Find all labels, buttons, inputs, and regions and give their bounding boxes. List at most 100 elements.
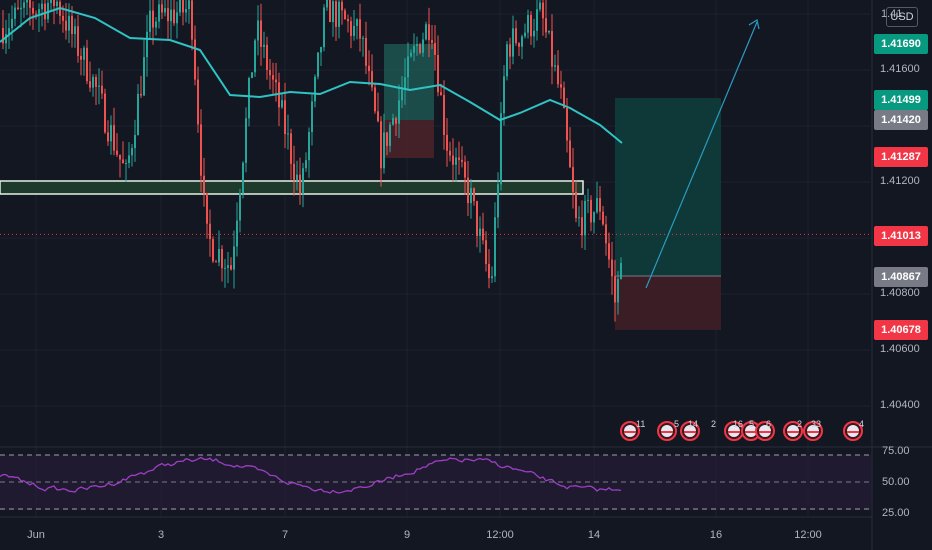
candle-body <box>191 0 193 40</box>
candle-body <box>530 15 532 37</box>
candle-body <box>200 124 202 176</box>
level-price-tag: 1.41420 <box>874 110 928 130</box>
candle-body <box>44 3 46 20</box>
take-profit-price-tag: 1.41690 <box>874 34 928 54</box>
uk-flag-event-icon[interactable] <box>755 421 775 441</box>
candle-body <box>119 154 121 160</box>
candle-body <box>494 217 496 277</box>
price-tick: 1.40800 <box>880 287 920 299</box>
candle-body <box>143 57 145 96</box>
candle-body <box>500 113 502 185</box>
projection-arrow-head <box>748 19 760 30</box>
candle-body <box>170 9 172 22</box>
candle-body <box>353 25 355 36</box>
candle-body <box>221 249 223 269</box>
candle-body <box>395 118 397 124</box>
uk-flag-event-icon[interactable] <box>724 421 744 441</box>
candle-body <box>254 40 256 73</box>
candle-body <box>332 1 334 22</box>
order-block-bull <box>384 44 434 120</box>
candle-body <box>155 21 157 28</box>
candle-body <box>80 55 82 60</box>
candle-body <box>380 121 382 169</box>
candle-body <box>377 111 379 122</box>
entry-price-tag: 1.40867 <box>874 267 928 287</box>
candle-body <box>53 0 55 7</box>
candle-body <box>314 76 316 102</box>
candle-body <box>125 162 127 164</box>
candle-body <box>554 65 556 67</box>
event-count: 4 <box>859 419 865 429</box>
candle-body <box>41 3 43 10</box>
candle-body <box>26 0 28 3</box>
candle-body <box>491 276 493 279</box>
candle-body <box>305 160 307 169</box>
candle-body <box>89 81 91 88</box>
candle-body <box>452 155 454 165</box>
candle-body <box>410 52 412 57</box>
rsi-line <box>0 456 622 494</box>
candle-body <box>611 259 613 277</box>
candle-body <box>209 223 211 240</box>
candle-body <box>233 246 235 270</box>
candle-body <box>515 28 517 44</box>
uk-flag-event-icon[interactable] <box>657 421 677 441</box>
candle-body <box>311 101 313 133</box>
candle-body <box>437 54 439 93</box>
time-label: 9 <box>403 529 411 541</box>
candle-body <box>230 265 232 270</box>
candle-body <box>386 132 388 146</box>
candle-body <box>194 39 196 80</box>
uk-flag-event-icon[interactable] <box>680 421 700 441</box>
candle-body <box>518 43 520 47</box>
candle-body <box>290 133 292 164</box>
candle-body <box>443 95 445 135</box>
uk-flag-event-icon[interactable] <box>803 421 823 441</box>
candle-body <box>236 220 238 247</box>
uk-flag-event-icon[interactable] <box>843 421 863 441</box>
candle-body <box>137 93 139 135</box>
candle-body <box>218 249 220 263</box>
candle-body <box>302 168 304 194</box>
candle-body <box>326 0 328 8</box>
candle-body <box>197 79 199 125</box>
candle-body <box>293 163 295 180</box>
candle-body <box>284 100 286 135</box>
candle-body <box>509 44 511 57</box>
candle-body <box>308 132 310 161</box>
candle-body <box>449 150 451 156</box>
candle-body <box>602 211 604 225</box>
candle-body <box>461 159 463 162</box>
candle-body <box>65 20 67 31</box>
uk-flag-event-icon[interactable] <box>620 421 640 441</box>
candle-body <box>131 148 133 156</box>
event-count: 5 <box>674 419 680 429</box>
candle-body <box>203 175 205 194</box>
candle-body <box>455 157 457 165</box>
candle-body <box>560 84 562 88</box>
candle-body <box>77 26 79 56</box>
candle-body <box>512 28 514 57</box>
profit-zone <box>615 98 721 276</box>
candle-body <box>587 199 589 201</box>
candle-body <box>158 4 160 22</box>
candle-body <box>29 0 31 8</box>
candle-body <box>215 261 217 263</box>
candle-body <box>605 224 607 244</box>
candle-body <box>446 134 448 151</box>
candle-body <box>422 39 424 53</box>
price-tick: 1.40600 <box>880 343 920 355</box>
candle-body <box>68 15 70 31</box>
event-count: 2 <box>711 419 717 429</box>
candle-body <box>212 239 214 262</box>
candle-body <box>488 263 490 279</box>
candle-body <box>206 193 208 224</box>
candle-body <box>176 12 178 24</box>
currency-selector[interactable]: USD <box>886 7 918 27</box>
candle-body <box>374 87 376 112</box>
uk-flag-event-icon[interactable] <box>783 421 803 441</box>
candle-body <box>599 198 601 212</box>
candle-body <box>5 34 7 44</box>
